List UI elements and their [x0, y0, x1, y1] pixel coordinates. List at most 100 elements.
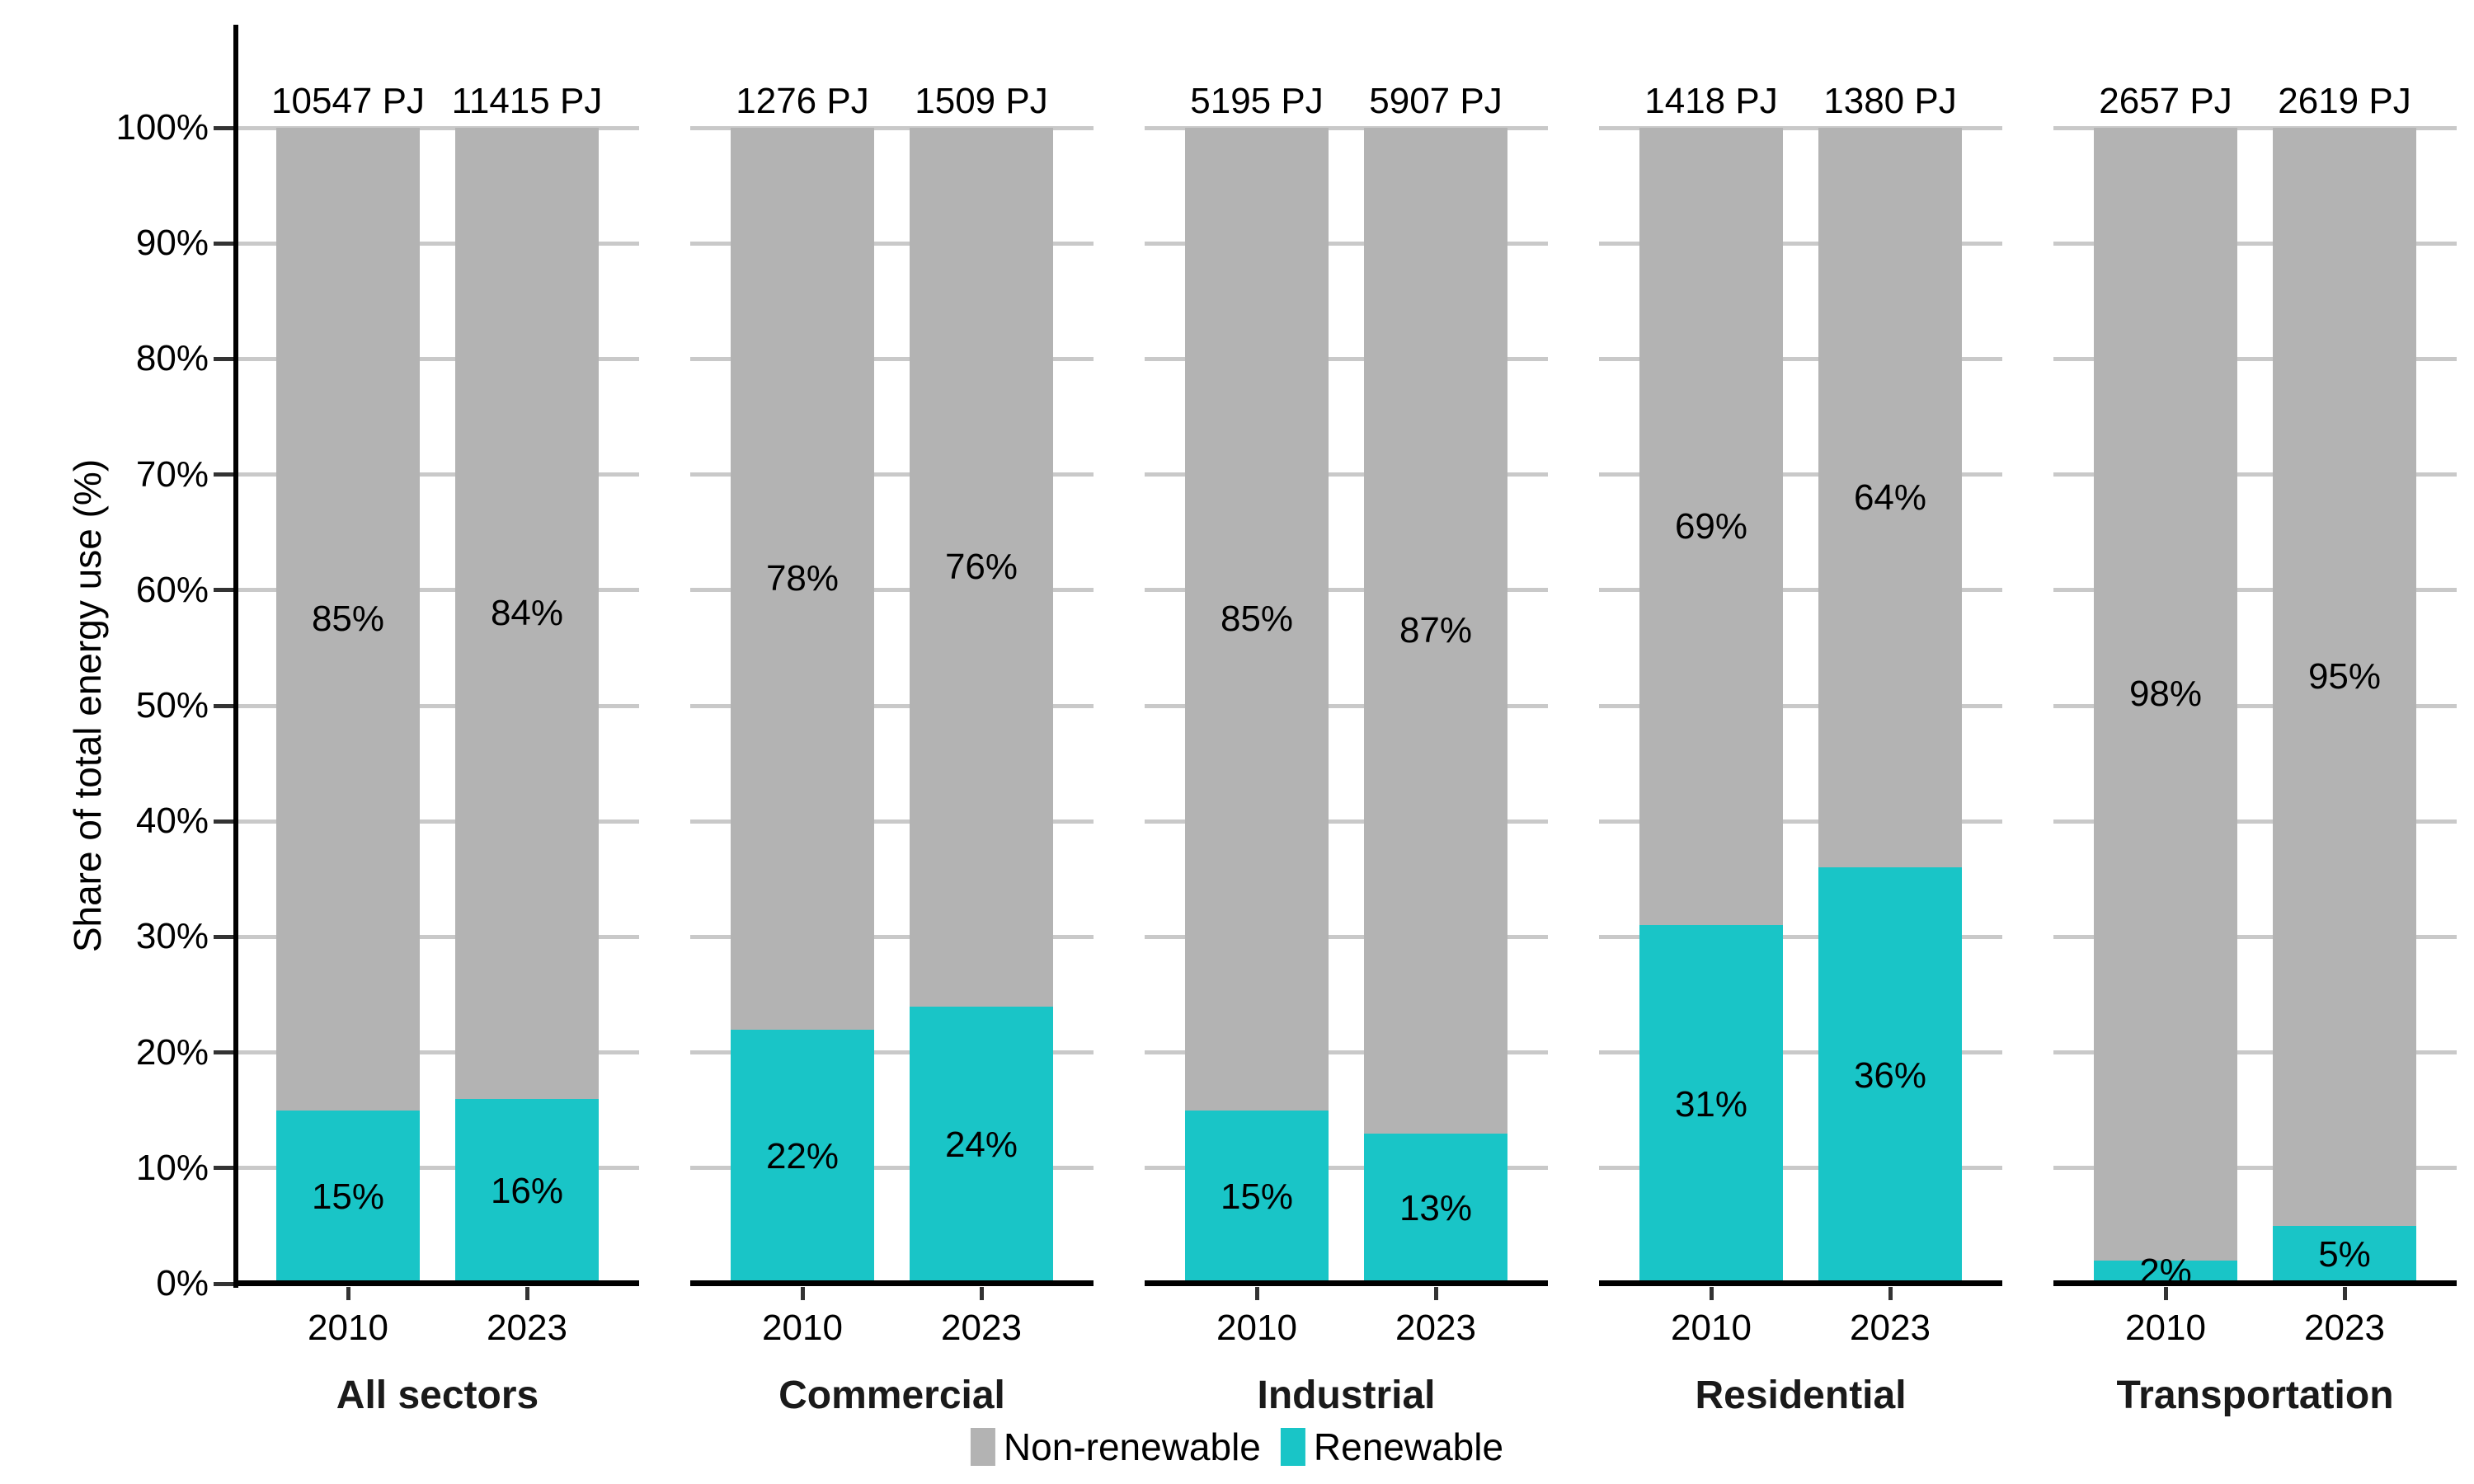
- facet-panel: 5195 PJ 85% 15% 5907 PJ 87% 13% 2010 2023 Indust…: [1145, 83, 1548, 1416]
- renewable-pct-label: 22%: [765, 1135, 840, 1176]
- gridline: [236, 934, 639, 939]
- gridline: [690, 819, 1094, 824]
- x-axis-year-label: 2023: [1850, 1308, 1931, 1348]
- facet-title: Commercial: [778, 1374, 1005, 1417]
- gridline: [236, 241, 639, 246]
- gridline: [1145, 1050, 1548, 1055]
- gridline: [1145, 356, 1548, 361]
- x-tick-mark: [1433, 1287, 1438, 1300]
- facet-panel: 1418 PJ 69% 31% 1380 PJ 64% 36% 2010 2023 Reside…: [1599, 83, 2002, 1416]
- x-axis-line: [236, 1280, 639, 1286]
- legend-label: Non-renewable: [1003, 1425, 1261, 1468]
- total-pj-label: 1380 PJ: [1823, 81, 1957, 121]
- segment-non-renewable: [455, 128, 599, 1099]
- renewable-pct-label: 15%: [311, 1176, 385, 1217]
- gridline: [236, 356, 639, 361]
- segment-renewable: [276, 1110, 420, 1284]
- total-pj-label: 1509 PJ: [915, 81, 1048, 121]
- segment-renewable: [455, 1098, 599, 1284]
- segment-non-renewable: [731, 128, 874, 1030]
- gridline: [690, 241, 1094, 246]
- legend-swatch: [1280, 1428, 1305, 1466]
- y-tick-label: 10%: [135, 1147, 209, 1188]
- y-tick-mark: [214, 934, 233, 939]
- gridline: [2053, 934, 2457, 939]
- non-renewable-pct-label: 85%: [311, 598, 385, 639]
- stacked-bar-2010: 1276 PJ 78% 22%: [731, 83, 874, 1284]
- bar-group: 5195 PJ 85% 15% 5907 PJ 87% 13%: [1145, 83, 1548, 1284]
- gridline: [1599, 1166, 2002, 1171]
- segment-renewable: [1818, 867, 1962, 1284]
- gridline: [2053, 125, 2457, 130]
- stacked-bar-2023: 2619 PJ 95% 5%: [2273, 83, 2416, 1284]
- gridline: [1599, 241, 2002, 246]
- x-tick-mark: [1888, 1287, 1893, 1300]
- gridline: [690, 356, 1094, 361]
- x-tick-mark: [524, 1287, 529, 1300]
- total-pj-label: 10547 PJ: [271, 81, 425, 121]
- non-renewable-pct-label: 85%: [1220, 598, 1294, 639]
- x-tick-mark: [979, 1287, 984, 1300]
- legend-item: Non-renewable: [970, 1425, 1261, 1468]
- gridline: [1145, 1166, 1548, 1171]
- segment-renewable: [1185, 1110, 1329, 1284]
- y-tick-label: 50%: [135, 685, 209, 726]
- stacked-bar-2023: 1380 PJ 64% 36%: [1818, 83, 1962, 1284]
- facet-panel: 1276 PJ 78% 22% 1509 PJ 76% 24% 2010 2023 Commer…: [690, 83, 1094, 1416]
- gridline: [2053, 588, 2457, 593]
- segment-non-renewable: [1639, 128, 1783, 926]
- renewable-pct-label: 15%: [1220, 1176, 1294, 1217]
- stacked-bar-2010: 5195 PJ 85% 15%: [1185, 83, 1329, 1284]
- y-tick-label: 60%: [135, 569, 209, 610]
- x-tick-mark: [1254, 1287, 1259, 1300]
- gridline: [2053, 703, 2457, 708]
- x-tick-mark: [346, 1287, 350, 1300]
- bar-group: 10547 PJ 85% 15% 11415 PJ 84% 16%: [236, 83, 639, 1284]
- renewable-pct-label: 16%: [490, 1170, 564, 1211]
- y-tick-label: 80%: [135, 338, 209, 379]
- segment-non-renewable: [2273, 128, 2416, 1226]
- non-renewable-pct-label: 98%: [2128, 673, 2203, 714]
- non-renewable-pct-label: 84%: [490, 592, 564, 633]
- gridline: [2053, 472, 2457, 477]
- y-tick-mark: [214, 819, 233, 824]
- gridline: [1599, 125, 2002, 130]
- renewable-pct-label: 24%: [944, 1124, 1018, 1165]
- gridline: [690, 934, 1094, 939]
- x-axis-year-label: 2023: [487, 1308, 567, 1348]
- stacked-bar-2023: 11415 PJ 84% 16%: [452, 83, 602, 1284]
- gridline: [2053, 241, 2457, 246]
- gridline: [690, 703, 1094, 708]
- y-tick-label: 0%: [156, 1263, 209, 1303]
- segment-renewable: [910, 1006, 1053, 1284]
- gridline: [1145, 125, 1548, 130]
- gridline: [1599, 472, 2002, 477]
- segment-non-renewable: [1818, 128, 1962, 868]
- x-axis-line: [690, 1280, 1094, 1286]
- segment-renewable: [1364, 1133, 1507, 1284]
- stacked-bar-2023: 5907 PJ 87% 13%: [1364, 83, 1507, 1284]
- gridline: [236, 472, 639, 477]
- non-renewable-pct-label: 76%: [944, 546, 1018, 587]
- segment-non-renewable: [276, 128, 420, 1111]
- segment-renewable: [2094, 1260, 2237, 1284]
- total-pj-label: 1418 PJ: [1644, 81, 1778, 121]
- x-axis-line: [1145, 1280, 1548, 1286]
- y-tick-mark: [214, 125, 233, 130]
- x-axis-year-label: 2023: [1395, 1308, 1476, 1348]
- y-tick-mark: [214, 703, 233, 708]
- segment-renewable: [731, 1029, 874, 1284]
- facet-title: All sectors: [336, 1374, 539, 1417]
- gridline: [2053, 819, 2457, 824]
- gridline: [2053, 356, 2457, 361]
- stacked-bar-2023: 1509 PJ 76% 24%: [910, 83, 1053, 1284]
- total-pj-label: 11415 PJ: [451, 81, 603, 121]
- facet-title: Transportation: [2116, 1374, 2394, 1417]
- gridline: [690, 125, 1094, 130]
- total-pj-label: 1276 PJ: [736, 81, 869, 121]
- facet-title: Industrial: [1257, 1374, 1436, 1417]
- legend: Non-renewable Renewable: [970, 1425, 1503, 1468]
- gridline: [1145, 703, 1548, 708]
- x-axis-line: [1599, 1280, 2002, 1286]
- total-pj-label: 2619 PJ: [2278, 81, 2411, 121]
